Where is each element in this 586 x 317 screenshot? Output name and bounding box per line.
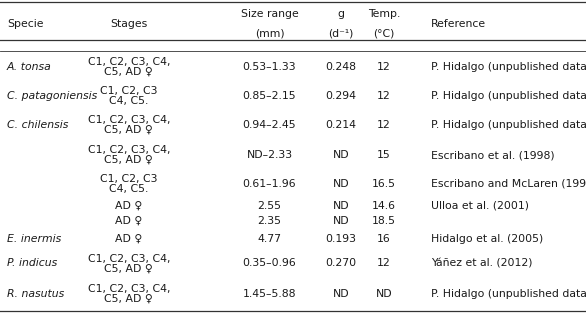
Text: Reference: Reference — [431, 19, 486, 29]
Text: 0.35–0.96: 0.35–0.96 — [243, 258, 297, 268]
Text: C1, C2, C3: C1, C2, C3 — [100, 86, 158, 96]
Text: C. patagoniensis: C. patagoniensis — [7, 91, 97, 101]
Text: Specie: Specie — [7, 19, 43, 29]
Text: C1, C2, C3, C4,: C1, C2, C3, C4, — [88, 145, 170, 155]
Text: C1, C2, C3, C4,: C1, C2, C3, C4, — [88, 115, 170, 125]
Text: Ulloa et al. (2001): Ulloa et al. (2001) — [431, 201, 529, 210]
Text: (°C): (°C) — [373, 28, 394, 38]
Text: C. chilensis: C. chilensis — [7, 120, 69, 130]
Text: 2.55: 2.55 — [258, 201, 281, 210]
Text: P. indicus: P. indicus — [7, 258, 57, 268]
Text: A. tonsa: A. tonsa — [7, 62, 52, 72]
Text: Escribano et al. (1998): Escribano et al. (1998) — [431, 150, 554, 160]
Text: ND: ND — [333, 179, 349, 189]
Text: 0.294: 0.294 — [326, 91, 356, 101]
Text: 12: 12 — [377, 91, 391, 101]
Text: ND: ND — [333, 201, 349, 210]
Text: 0.61–1.96: 0.61–1.96 — [243, 179, 297, 189]
Text: C5, AD ♀: C5, AD ♀ — [104, 263, 154, 273]
Text: Temp.: Temp. — [367, 9, 400, 19]
Text: 0.248: 0.248 — [326, 62, 356, 72]
Text: Stages: Stages — [110, 19, 148, 29]
Text: P. Hidalgo (unpublished data): P. Hidalgo (unpublished data) — [431, 91, 586, 101]
Text: 12: 12 — [377, 258, 391, 268]
Text: 2.35: 2.35 — [258, 216, 281, 226]
Text: ND: ND — [333, 289, 349, 299]
Text: 18.5: 18.5 — [372, 216, 396, 226]
Text: P. Hidalgo (unpublished data): P. Hidalgo (unpublished data) — [431, 62, 586, 72]
Text: ND: ND — [333, 150, 349, 160]
Text: C4, C5.: C4, C5. — [109, 184, 149, 194]
Text: 0.94–2.45: 0.94–2.45 — [243, 120, 297, 130]
Text: Yáñez et al. (2012): Yáñez et al. (2012) — [431, 258, 532, 268]
Text: 0.53–1.33: 0.53–1.33 — [243, 62, 297, 72]
Text: 16.5: 16.5 — [372, 179, 396, 189]
Text: 0.270: 0.270 — [325, 258, 357, 268]
Text: 1.45–5.88: 1.45–5.88 — [243, 289, 297, 299]
Text: 0.85–2.15: 0.85–2.15 — [243, 91, 297, 101]
Text: R. nasutus: R. nasutus — [7, 289, 64, 299]
Text: C5, AD ♀: C5, AD ♀ — [104, 125, 154, 135]
Text: C1, C2, C3, C4,: C1, C2, C3, C4, — [88, 254, 170, 263]
Text: 12: 12 — [377, 62, 391, 72]
Text: C1, C2, C3, C4,: C1, C2, C3, C4, — [88, 284, 170, 294]
Text: AD ♀: AD ♀ — [115, 216, 142, 226]
Text: P. Hidalgo (unpublished data): P. Hidalgo (unpublished data) — [431, 120, 586, 130]
Text: AD ♀: AD ♀ — [115, 234, 142, 244]
Text: E. inermis: E. inermis — [7, 234, 62, 244]
Text: 12: 12 — [377, 120, 391, 130]
Text: 4.77: 4.77 — [258, 234, 281, 244]
Text: (d⁻¹): (d⁻¹) — [328, 28, 354, 38]
Text: ND: ND — [333, 216, 349, 226]
Text: (mm): (mm) — [255, 28, 284, 38]
Text: 16: 16 — [377, 234, 391, 244]
Text: ND: ND — [376, 289, 392, 299]
Text: Hidalgo et al. (2005): Hidalgo et al. (2005) — [431, 234, 543, 244]
Text: C5, AD ♀: C5, AD ♀ — [104, 155, 154, 165]
Text: C1, C2, C3, C4,: C1, C2, C3, C4, — [88, 57, 170, 67]
Text: Escribano and McLaren (1999): Escribano and McLaren (1999) — [431, 179, 586, 189]
Text: C5, AD ♀: C5, AD ♀ — [104, 294, 154, 304]
Text: 0.214: 0.214 — [326, 120, 356, 130]
Text: ND–2.33: ND–2.33 — [247, 150, 292, 160]
Text: g: g — [338, 9, 345, 19]
Text: 0.193: 0.193 — [326, 234, 356, 244]
Text: C4, C5.: C4, C5. — [109, 96, 149, 106]
Text: Size range: Size range — [241, 9, 298, 19]
Text: C1, C2, C3: C1, C2, C3 — [100, 174, 158, 184]
Text: AD ♀: AD ♀ — [115, 201, 142, 210]
Text: 14.6: 14.6 — [372, 201, 396, 210]
Text: 15: 15 — [377, 150, 391, 160]
Text: C5, AD ♀: C5, AD ♀ — [104, 67, 154, 77]
Text: P. Hidalgo (unpublished data): P. Hidalgo (unpublished data) — [431, 289, 586, 299]
